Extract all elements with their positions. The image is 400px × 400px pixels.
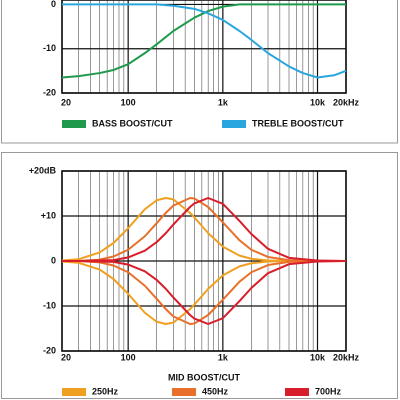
x-tick-label: 20kHz [333,97,360,107]
x-tick-label: 20kHz [333,352,360,362]
legend-label: 250Hz [92,386,119,396]
series-line [62,260,346,325]
x-axis-label: MID BOOST/CUT [168,372,240,382]
y-tick-label: +20dB [29,165,57,175]
x-tick-label: 10k [310,352,326,362]
series-line [62,197,346,262]
legend-swatch [62,120,86,128]
series-line [61,3,346,79]
x-tick-label: 20 [61,97,71,107]
plot-area [62,0,346,93]
legend-label: TREBLE BOOST/CUT [252,118,344,128]
x-tick-label: 100 [121,352,136,362]
series-line [62,260,347,325]
x-tick-label: 1k [218,352,229,362]
y-tick-label: -20 [43,87,56,97]
y-tick-label: -10 [43,43,56,53]
legend-swatch [172,388,196,396]
plot-frame [61,0,347,94]
x-tick-label: 10k [310,97,326,107]
legend-swatch [62,388,86,396]
legend-label: 700Hz [315,386,342,396]
series-line [62,197,347,262]
series-line [61,260,346,325]
legend-swatch [222,120,246,128]
y-tick-label: 0 [51,0,56,9]
x-tick-label: 1k [218,97,229,107]
x-tick-label: 100 [121,97,136,107]
y-tick-label: -20 [43,345,56,355]
y-tick-label: +10 [41,210,56,220]
x-tick-label: 20 [61,352,71,362]
legend-label: BASS BOOST/CUT [92,118,173,128]
y-tick-label: 0 [51,255,56,265]
y-tick-label: -10 [43,300,56,310]
series-line [62,3,347,79]
legend-label: 450Hz [202,386,229,396]
legend-swatch [285,388,309,396]
